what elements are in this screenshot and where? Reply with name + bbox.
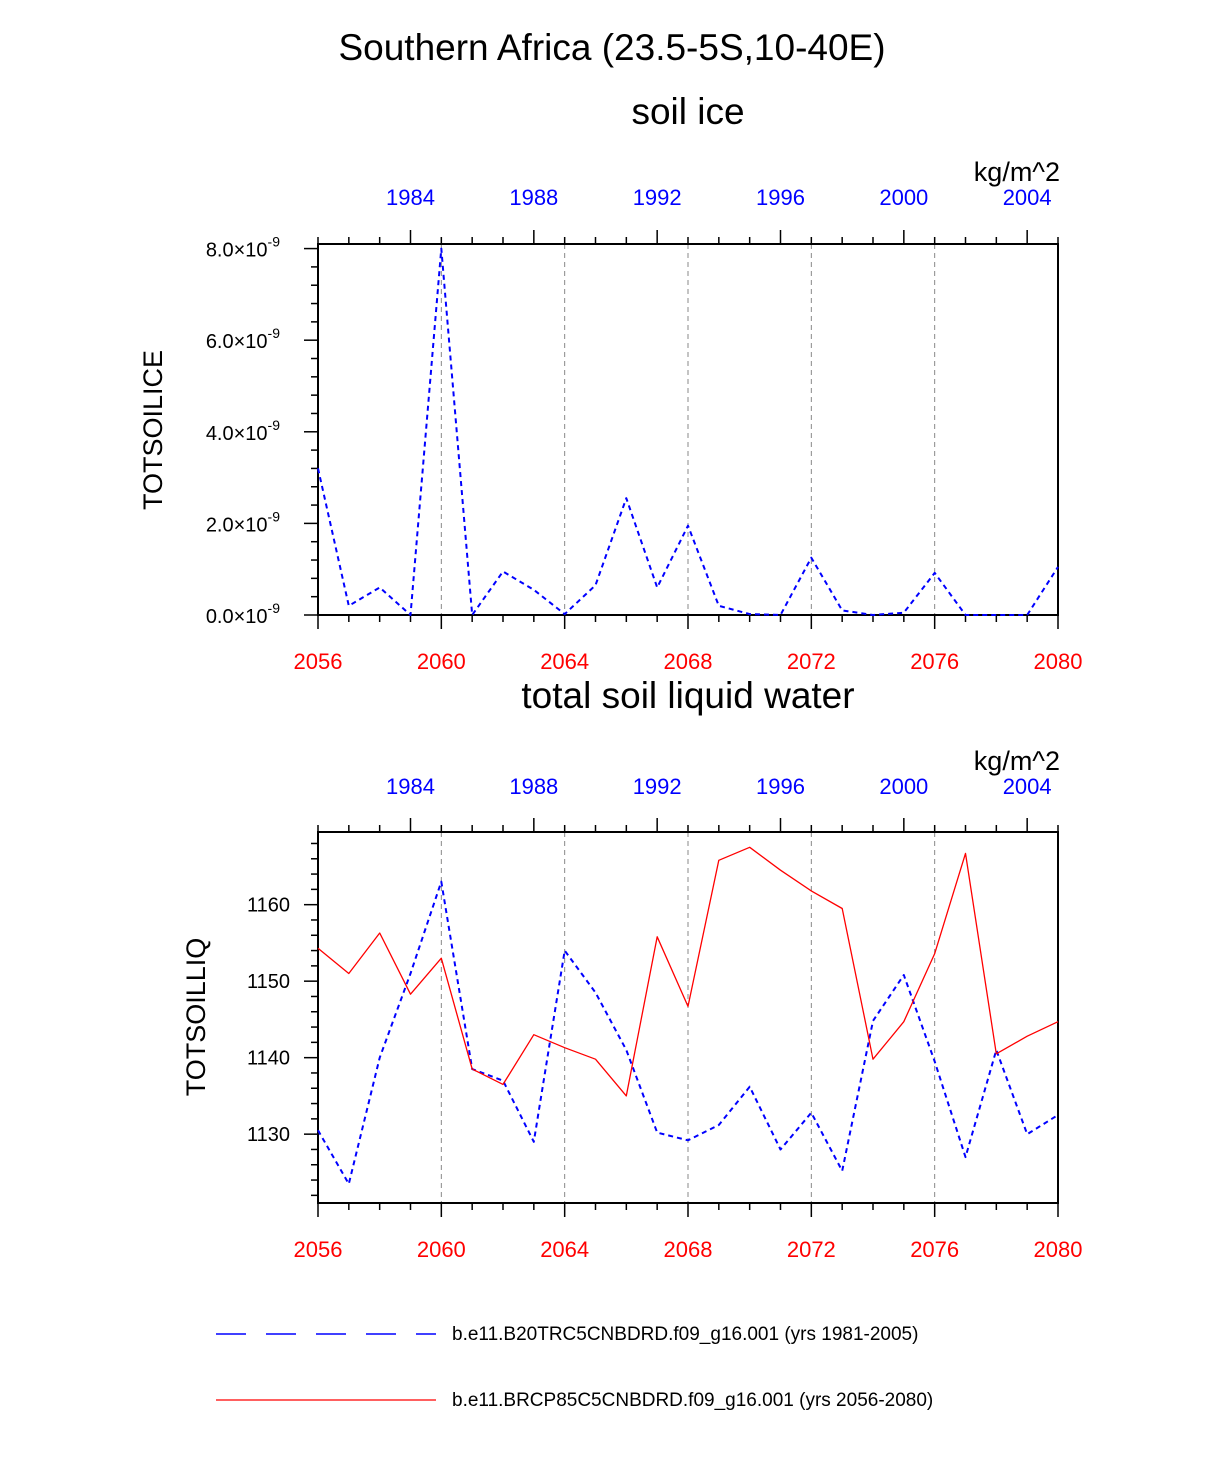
- x-top-tick-label: 2000: [879, 185, 928, 210]
- y-tick-label: 2.0×10-9: [206, 508, 280, 536]
- y-tick-label: 6.0×10-9: [206, 325, 280, 353]
- units-label: kg/m^2: [974, 746, 1060, 776]
- legend-label-historical: b.e11.B20TRC5CNBDRD.f09_g16.001 (yrs 198…: [452, 1324, 918, 1345]
- y-tick-label: 1130: [247, 1124, 290, 1146]
- x-bottom-tick-label: 2068: [664, 1237, 713, 1262]
- y-axis-label: TOTSOILLIQ: [181, 938, 211, 1097]
- x-bottom-tick-label: 2068: [664, 649, 713, 674]
- series-line-historical: [317, 247, 1059, 616]
- x-bottom-tick-label: 2080: [1034, 1237, 1083, 1262]
- x-bottom-tick-label: 2072: [787, 649, 836, 674]
- x-top-tick-label: 1984: [386, 774, 435, 799]
- x-top-tick-label: 1988: [509, 774, 558, 799]
- x-top-tick-label: 1996: [756, 774, 805, 799]
- y-axis-label: TOTSOILICE: [138, 350, 168, 510]
- x-top-tick-label: 2004: [1003, 774, 1052, 799]
- x-top-tick-label: 1984: [386, 185, 435, 210]
- x-bottom-tick-label: 2080: [1034, 649, 1083, 674]
- legend-label-future: b.e11.BRCP85C5CNBDRD.f09_g16.001 (yrs 20…: [452, 1390, 933, 1411]
- legend: b.e11.B20TRC5CNBDRD.f09_g16.001 (yrs 198…: [216, 1324, 933, 1411]
- x-top-tick-label: 1992: [633, 185, 682, 210]
- y-tick-label: 1140: [247, 1048, 290, 1070]
- y-tick-label: 8.0×10-9: [206, 234, 280, 262]
- y-tick-label: 4.0×10-9: [206, 417, 280, 445]
- x-bottom-tick-label: 2076: [910, 1237, 959, 1262]
- panel-total-soil-liquid-water: total soil liquid water kg/m^2 TOTSOILLIQ 2…: [181, 675, 1082, 1262]
- main-title: Southern Africa (23.5-5S,10-40E): [338, 27, 885, 68]
- panel-title: soil ice: [631, 91, 744, 132]
- x-bottom-tick-label: 2060: [417, 1237, 466, 1262]
- x-bottom-tick-label: 2064: [540, 649, 589, 674]
- x-bottom-tick-label: 2060: [417, 649, 466, 674]
- y-tick-label: 1160: [247, 895, 290, 917]
- panel-soil-ice: soil ice kg/m^2 TOTSOILICE 2056 2060 2064 2068…: [138, 91, 1082, 674]
- series-line-historical: [317, 880, 1059, 1185]
- x-top-tick-label: 1988: [509, 185, 558, 210]
- x-bottom-tick-label: 2064: [540, 1237, 589, 1262]
- x-bottom-tick-label: 2076: [910, 649, 959, 674]
- units-label: kg/m^2: [974, 157, 1060, 187]
- x-top-tick-label: 2004: [1003, 185, 1052, 210]
- y-tick-label: 1150: [247, 971, 290, 993]
- x-top-tick-label: 1992: [633, 774, 682, 799]
- x-bottom-tick-label: 2056: [294, 1237, 343, 1262]
- panel-title: total soil liquid water: [521, 675, 854, 716]
- x-bottom-tick-label: 2056: [294, 649, 343, 674]
- y-tick-label: 0.0×10-9: [206, 600, 280, 628]
- x-top-tick-label: 1996: [756, 185, 805, 210]
- series-line-future: [317, 846, 1059, 1097]
- x-bottom-tick-label: 2072: [787, 1237, 836, 1262]
- x-top-tick-label: 2000: [879, 774, 928, 799]
